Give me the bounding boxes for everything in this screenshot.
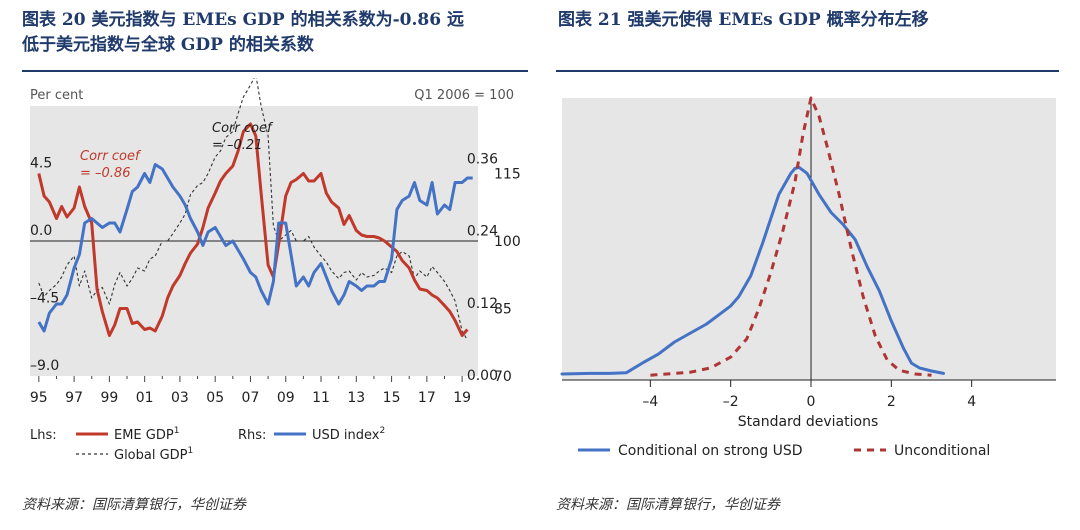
left-source-note: 资料来源：国际清算银行，华创证券 [22, 497, 246, 513]
right-y-tick-label: 70 [494, 369, 512, 385]
legend-unconditional-label: Unconditional [894, 443, 990, 459]
right-chart-x-tick-label: 0 [807, 394, 816, 410]
left-y-tick-label: 4.5 [30, 156, 52, 172]
legend-usd-label: USD index2 [312, 426, 385, 443]
left-x-tick-label: 97 [65, 390, 83, 406]
annotation-eme-corr-line1: Corr coef [80, 149, 142, 164]
left-x-tick-label: 01 [136, 390, 154, 406]
left-chart: Per cent Q1 2006 = 100 4.5 0.0 –4.5 –9.0 11… [30, 78, 521, 463]
left-x-tick-label: 03 [171, 390, 189, 406]
left-x-tick-label: 13 [347, 390, 365, 406]
right-chart-y-tick-label: 0.00 [467, 368, 498, 384]
right-title-line1: 图表 21 强美元使得 EMEs GDP 概率分布左移 [558, 10, 929, 30]
left-x-tick-label: 95 [30, 390, 48, 406]
right-title-rule [556, 70, 1059, 72]
left-x-tick-label: 09 [277, 390, 295, 406]
left-axis-unit-label: Per cent [30, 88, 83, 103]
left-title-line1: 图表 20 美元指数与 EMEs GDP 的相关系数为-0.86 远 [22, 10, 464, 30]
series-usd-index [37, 163, 473, 333]
right-chart: –4 –2 0 2 4 Standard deviations Conditional … [560, 96, 1056, 459]
annotation-global-corr-line2: = –0.21 [212, 138, 262, 153]
right-y-tick-label: 85 [494, 302, 512, 318]
series-unconditional [650, 96, 932, 377]
annotation-global-corr-line1: Corr coef [212, 121, 274, 136]
left-x-tick-label: 07 [242, 390, 260, 406]
right-chart-y-tick-label: 0.24 [467, 224, 498, 240]
right-y-tick-label: 115 [494, 167, 521, 183]
left-x-tick-label: 11 [312, 390, 330, 406]
left-x-tick-label: 05 [206, 390, 224, 406]
right-legend: Conditional on strong USD Unconditional [578, 443, 990, 459]
left-title-rule [22, 70, 528, 72]
right-plot-background [562, 98, 1056, 380]
annotation-eme-corr-line2: = –0.86 [80, 166, 130, 181]
right-chart-y-tick-label: 0.12 [467, 296, 498, 312]
left-title-line2: 低于美元指数与全球 GDP 的相关系数 [22, 35, 314, 55]
left-chart-title: 图表 20 美元指数与 EMEs GDP 的相关系数为-0.86 远 低于美元指… [22, 8, 532, 58]
right-x-axis-label: Standard deviations [738, 414, 879, 430]
right-chart-x-tick-label: –2 [723, 394, 739, 410]
right-source-note: 资料来源：国际清算银行，华创证券 [556, 497, 780, 513]
legend-rhs-label: Rhs: [238, 428, 266, 443]
legend-global-label: Global GDP1 [114, 446, 193, 463]
legend-eme-label: EME GDP1 [114, 426, 179, 443]
series-conditional-on-strong-usd [560, 165, 945, 376]
legend-conditional-label: Conditional on strong USD [618, 443, 803, 459]
left-x-tick-label: 17 [418, 390, 436, 406]
right-chart-x-tick-label: 4 [967, 394, 976, 410]
right-y-tick-label: 100 [494, 234, 521, 250]
left-y-tick-label: 0.0 [30, 223, 52, 239]
legend-lhs-label: Lhs: [30, 428, 57, 443]
left-x-tick-label: 15 [383, 390, 401, 406]
right-chart-x-tick-label: –4 [642, 394, 658, 410]
left-y-tick-label: –9.0 [30, 358, 59, 374]
right-chart-title: 图表 21 强美元使得 EMEs GDP 概率分布左移 [558, 8, 1068, 33]
left-legend: Lhs: EME GDP1 Rhs: USD index2 Global GDP… [30, 426, 385, 463]
left-y-tick-label: –4.5 [30, 291, 59, 307]
series-eme-gdp [37, 122, 469, 337]
left-x-tick-label: 99 [100, 390, 118, 406]
series-global-gdp [38, 78, 468, 341]
right-axis-unit-label: Q1 2006 = 100 [414, 88, 514, 103]
right-chart-y-tick-label: 0.36 [467, 151, 498, 167]
left-x-tick-label: 19 [453, 390, 471, 406]
right-chart-x-tick-label: 2 [887, 394, 896, 410]
